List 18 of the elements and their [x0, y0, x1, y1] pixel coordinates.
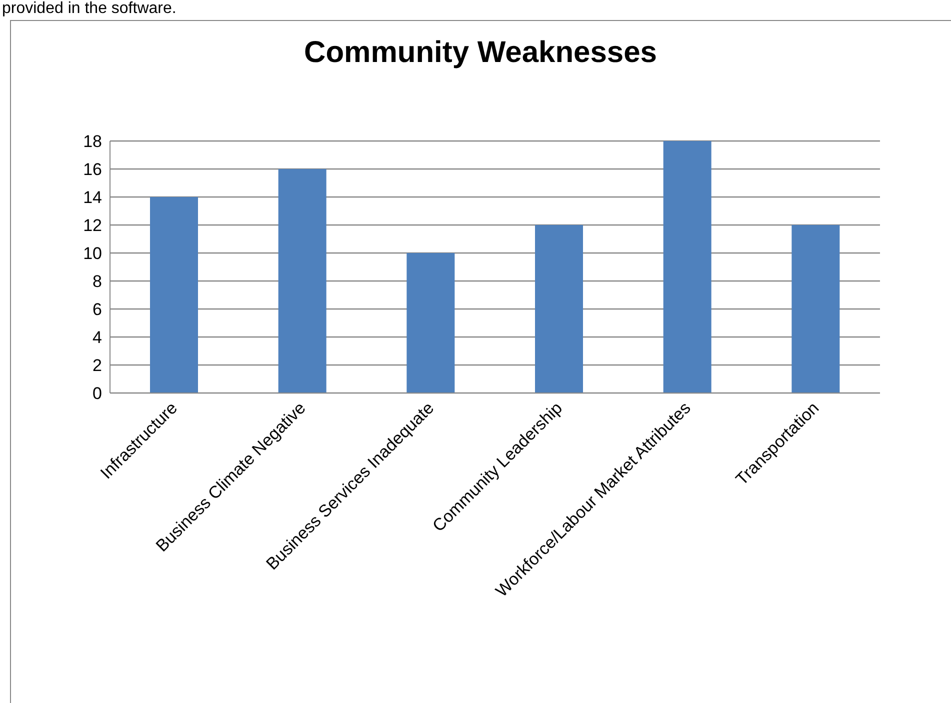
bar	[278, 169, 326, 393]
y-tick-label: 2	[92, 356, 102, 376]
y-tick-label: 8	[92, 272, 102, 292]
chart-title: Community Weaknesses	[303, 36, 658, 70]
y-tick-label: 18	[83, 132, 102, 152]
bar	[792, 225, 840, 393]
y-tick-label: 0	[92, 384, 102, 404]
bar	[150, 197, 198, 393]
bar	[406, 253, 455, 393]
text: provided in the software.	[2, 0, 176, 18]
bar	[535, 225, 583, 393]
y-tick-label: 14	[83, 188, 102, 208]
y-tick-label: 4	[92, 328, 102, 348]
y-tick-label: 16	[83, 160, 102, 180]
bar	[663, 141, 712, 393]
y-tick-label: 12	[83, 216, 102, 236]
y-tick-label: 10	[83, 244, 102, 264]
y-tick-label: 6	[92, 300, 102, 320]
